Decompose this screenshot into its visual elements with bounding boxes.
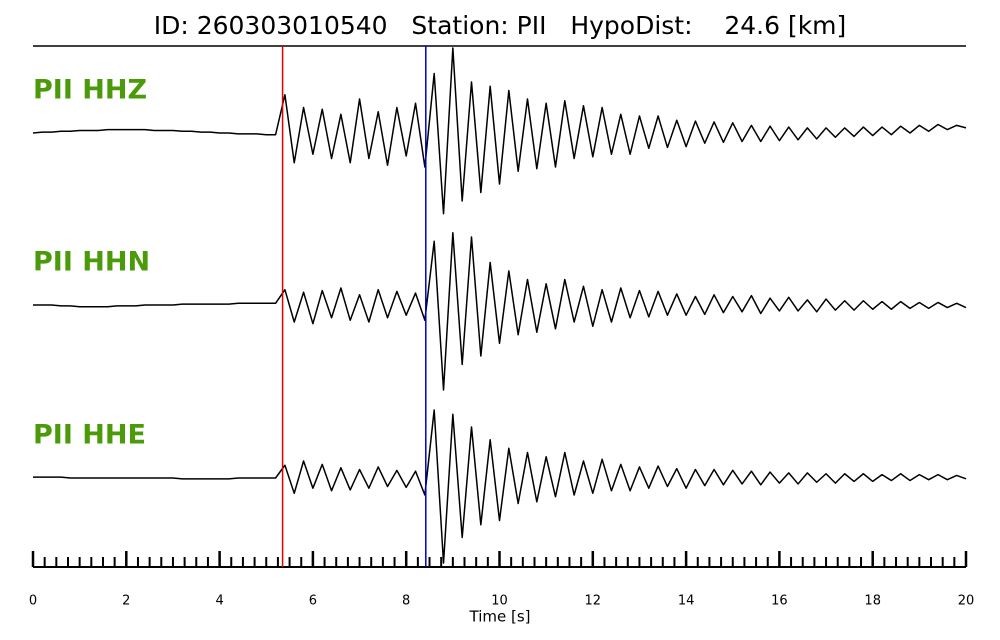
x-axis-label: Time [s] — [469, 608, 531, 626]
x-tick-label: 4 — [215, 594, 223, 609]
waveform — [33, 232, 967, 391]
x-tick-label: 2 — [122, 594, 130, 609]
trace-label: PII HHN — [33, 247, 150, 278]
x-tick-label: 0 — [29, 594, 37, 609]
waveform — [33, 409, 967, 564]
chart-title: ID: 260303010540 Station: PII HypoDist: … — [154, 11, 847, 40]
x-tick-label: 6 — [309, 594, 317, 609]
x-tick-label: 16 — [771, 594, 788, 609]
x-tick-label: 12 — [585, 594, 602, 609]
x-tick-label: 8 — [402, 594, 410, 609]
x-tick-label: 20 — [958, 594, 975, 609]
trace-label: PII HHZ — [33, 75, 147, 106]
x-tick-label: 14 — [678, 594, 695, 609]
x-tick-label: 10 — [491, 594, 508, 609]
x-tick-label: 18 — [864, 594, 881, 609]
trace-label: PII HHE — [33, 420, 146, 451]
waveform — [32, 47, 967, 215]
